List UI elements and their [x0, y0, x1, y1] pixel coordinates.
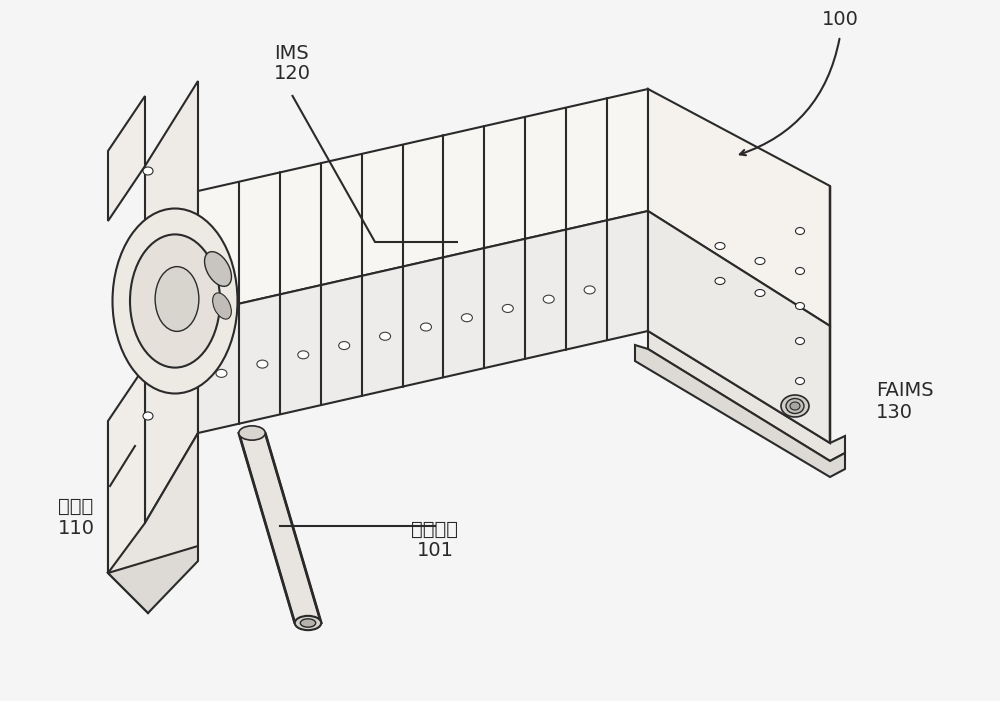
- Polygon shape: [145, 81, 198, 523]
- Ellipse shape: [796, 303, 804, 310]
- Ellipse shape: [339, 341, 350, 350]
- Text: 样本入口: 样本入口: [412, 519, 458, 538]
- Text: IMS: IMS: [275, 44, 309, 63]
- Polygon shape: [198, 211, 648, 433]
- Text: 110: 110: [58, 519, 95, 538]
- Ellipse shape: [781, 395, 809, 417]
- Polygon shape: [635, 345, 845, 477]
- Polygon shape: [108, 366, 145, 573]
- Ellipse shape: [715, 243, 725, 250]
- Ellipse shape: [786, 398, 804, 414]
- Ellipse shape: [239, 426, 265, 440]
- Ellipse shape: [143, 412, 153, 420]
- Ellipse shape: [112, 208, 238, 393]
- Ellipse shape: [584, 286, 595, 294]
- Polygon shape: [198, 89, 648, 313]
- Polygon shape: [648, 211, 830, 443]
- Text: 100: 100: [822, 10, 858, 29]
- Ellipse shape: [502, 304, 513, 313]
- Ellipse shape: [380, 332, 391, 340]
- Polygon shape: [108, 546, 198, 613]
- Text: 101: 101: [416, 541, 454, 561]
- Ellipse shape: [205, 252, 231, 286]
- Text: FAIMS: FAIMS: [876, 381, 934, 400]
- Ellipse shape: [216, 369, 227, 377]
- Ellipse shape: [755, 257, 765, 264]
- Ellipse shape: [420, 323, 432, 331]
- Ellipse shape: [796, 228, 804, 235]
- Ellipse shape: [300, 619, 316, 627]
- Ellipse shape: [755, 290, 765, 297]
- Polygon shape: [239, 433, 321, 623]
- Ellipse shape: [543, 295, 554, 303]
- Polygon shape: [648, 89, 830, 326]
- Ellipse shape: [295, 616, 321, 630]
- Ellipse shape: [796, 337, 804, 344]
- Text: 130: 130: [876, 404, 913, 423]
- Ellipse shape: [143, 167, 153, 175]
- Ellipse shape: [796, 268, 804, 275]
- Ellipse shape: [130, 234, 220, 367]
- Text: 120: 120: [274, 64, 310, 83]
- Ellipse shape: [257, 360, 268, 368]
- Ellipse shape: [715, 278, 725, 285]
- Ellipse shape: [213, 293, 231, 319]
- Ellipse shape: [796, 378, 804, 385]
- Polygon shape: [108, 421, 198, 613]
- Ellipse shape: [461, 314, 472, 322]
- Ellipse shape: [790, 402, 800, 410]
- Polygon shape: [648, 331, 845, 461]
- Polygon shape: [108, 96, 145, 221]
- Ellipse shape: [155, 266, 199, 332]
- Ellipse shape: [298, 350, 309, 359]
- Ellipse shape: [796, 407, 804, 414]
- Text: 电离器: 电离器: [58, 496, 93, 515]
